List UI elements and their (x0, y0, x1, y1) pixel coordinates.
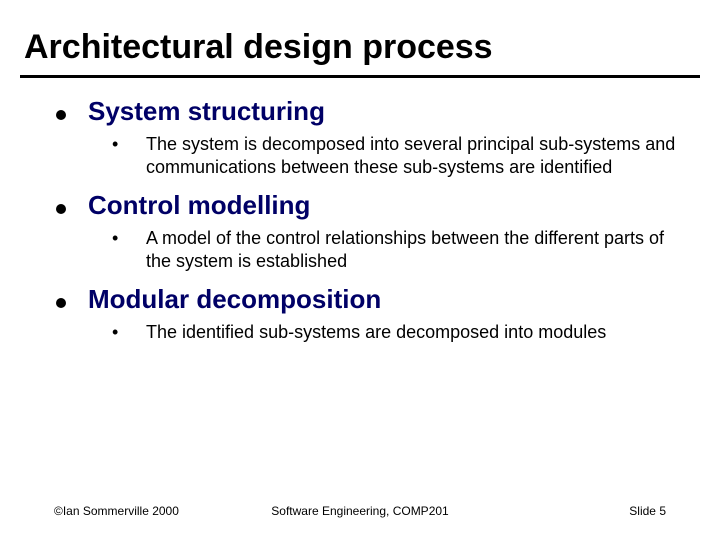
list-subitem-text: A model of the control relationships bet… (146, 227, 680, 272)
list-item-heading: Modular decomposition (88, 284, 381, 315)
list-item: System structuring (56, 96, 680, 127)
sub-bullet-icon: • (112, 322, 146, 343)
footer-center: Software Engineering, COMP201 (271, 504, 448, 518)
slide-footer: ©Ian Sommerville 2000 Software Engineeri… (0, 504, 720, 518)
slide-title: Architectural design process (0, 28, 720, 75)
list-subitem: • A model of the control relationships b… (112, 227, 680, 272)
list-item-heading: System structuring (88, 96, 325, 127)
slide-content: System structuring • The system is decom… (0, 96, 720, 344)
list-item-heading: Control modelling (88, 190, 310, 221)
slide: Architectural design process System stru… (0, 0, 720, 540)
list-item: Modular decomposition (56, 284, 680, 315)
bullet-icon (56, 204, 66, 214)
title-underline (20, 75, 700, 78)
list-subitem: • The identified sub-systems are decompo… (112, 321, 680, 344)
bullet-icon (56, 110, 66, 120)
sub-bullet-icon: • (112, 228, 146, 249)
bullet-icon (56, 298, 66, 308)
list-subitem-text: The identified sub-systems are decompose… (146, 321, 606, 344)
list-subitem: • The system is decomposed into several … (112, 133, 680, 178)
footer-left: ©Ian Sommerville 2000 (54, 504, 179, 518)
list-item: Control modelling (56, 190, 680, 221)
footer-right: Slide 5 (629, 504, 666, 518)
list-subitem-text: The system is decomposed into several pr… (146, 133, 680, 178)
sub-bullet-icon: • (112, 134, 146, 155)
